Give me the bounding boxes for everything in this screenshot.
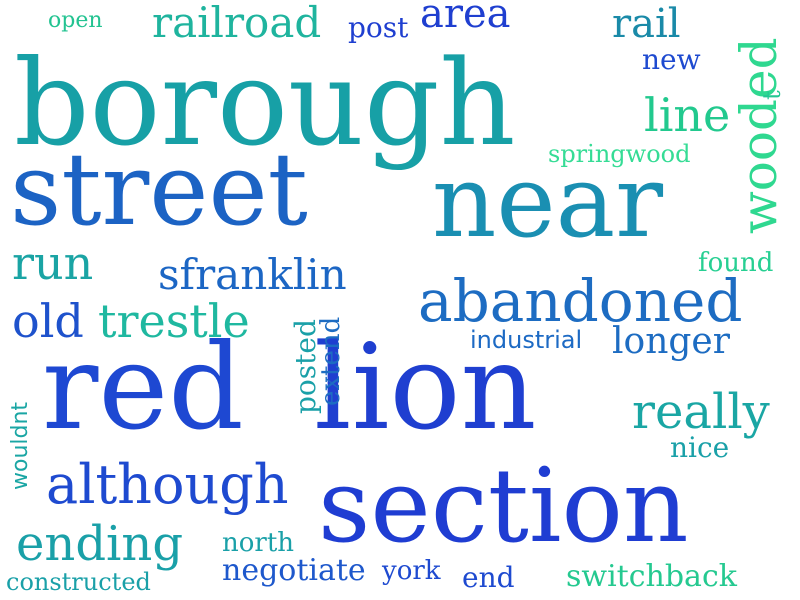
word-industrial: industrial [470,326,583,354]
word-sfranklin: sfranklin [158,250,347,299]
word-borough: borough [14,34,516,172]
word-although: although [46,453,289,516]
word-longer: longer [612,321,730,362]
word-lion: lion [314,318,537,456]
word-springwood: springwood [548,140,691,168]
word-wooded: wooded [730,37,788,234]
word-trestle: trestle [98,294,250,348]
word-open: open [48,8,103,33]
word-abandoned: abandoned [418,267,743,335]
word-found: found [698,248,774,278]
word-rail: rail [612,1,681,47]
word-switchback: switchback [566,559,737,594]
word-wouldnt: wouldnt [8,401,33,490]
word-constructed: constructed [6,568,151,596]
word-street: street [10,131,308,248]
word-nice: nice [670,431,730,464]
word-post: post [348,11,409,44]
word-red: red [42,318,244,456]
word-near: near [432,143,664,260]
word-run: run [12,236,94,290]
word-railroad: railroad [152,0,322,47]
word-york: york [382,556,441,586]
word-ending: ending [16,516,184,572]
word-line: line [644,88,731,142]
word-end: end [462,561,515,594]
word-extend: extend [316,316,346,406]
word-section: section [318,447,689,566]
word-t: t [758,90,786,100]
word-new: new [642,43,701,76]
word-north: north [222,528,295,558]
word-really: really [632,384,770,440]
word-area: area [420,0,511,37]
word-negotiate: negotiate [222,553,366,588]
word-old: old [12,294,84,348]
